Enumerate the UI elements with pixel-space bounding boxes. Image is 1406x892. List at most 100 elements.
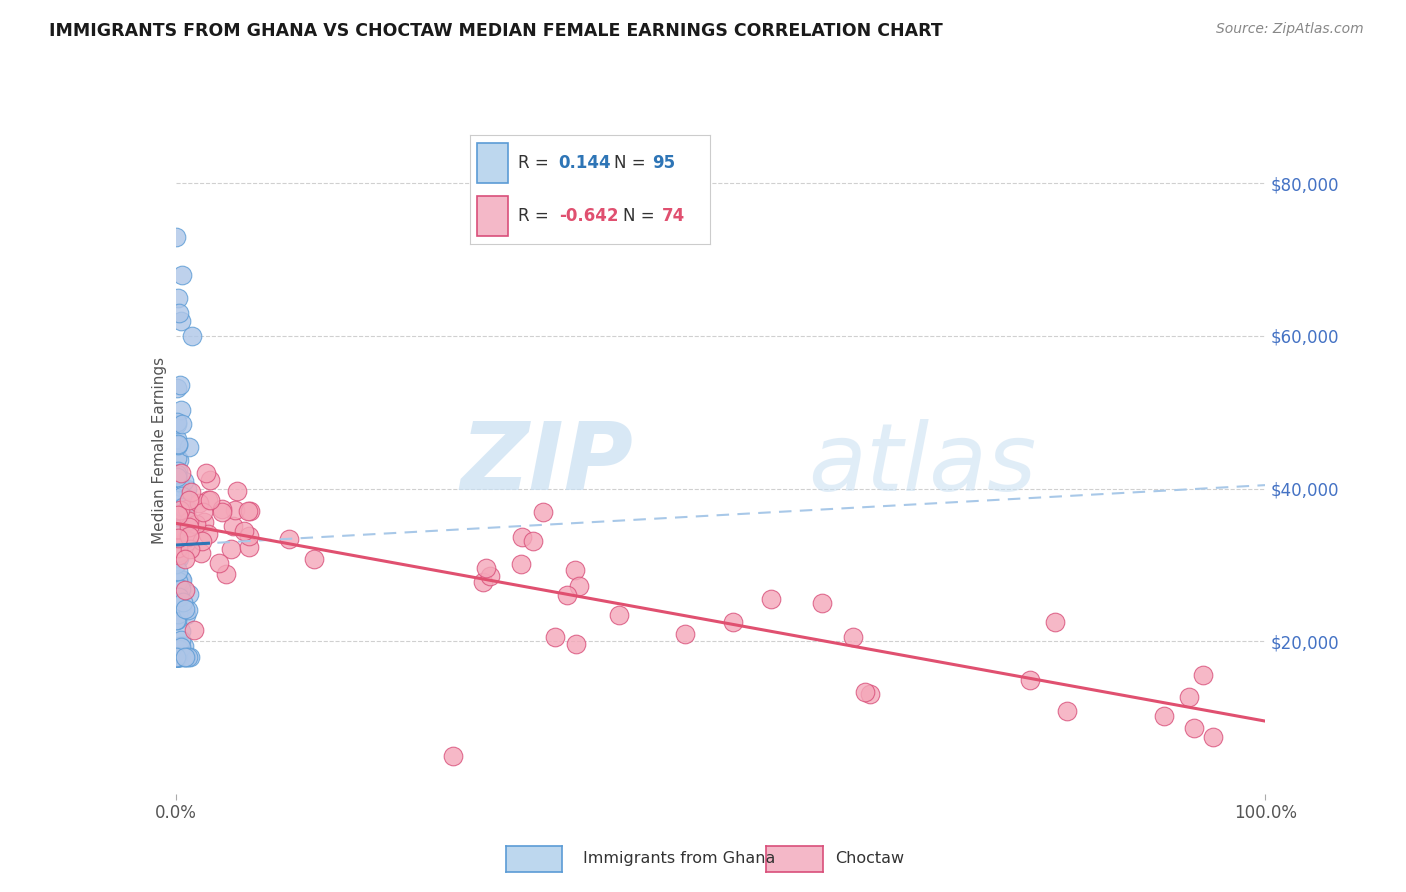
Point — [238, 504, 260, 518]
Point — [173, 649, 195, 664]
Point — [167, 465, 190, 479]
Point — [174, 601, 197, 615]
Point — [219, 542, 242, 557]
Point — [555, 588, 578, 602]
Point — [544, 630, 567, 644]
Point — [167, 306, 190, 320]
Point — [166, 596, 188, 610]
Point — [165, 557, 187, 571]
Point — [224, 503, 246, 517]
Point — [177, 649, 200, 664]
Point — [167, 437, 190, 451]
Point — [166, 649, 188, 664]
Point — [441, 748, 464, 763]
Point — [166, 417, 188, 431]
Point — [474, 561, 496, 575]
Point — [190, 546, 212, 560]
Point — [177, 514, 200, 528]
Point — [172, 268, 194, 282]
Point — [167, 471, 190, 485]
Point — [166, 432, 188, 446]
Point — [810, 596, 832, 610]
Point — [173, 582, 195, 597]
Point — [1019, 673, 1042, 688]
Point — [1202, 730, 1225, 744]
Point — [174, 649, 197, 664]
Point — [170, 467, 193, 481]
Point — [179, 440, 201, 454]
Point — [167, 604, 190, 618]
Point — [166, 550, 188, 565]
Point — [165, 604, 187, 618]
Point — [172, 500, 194, 514]
Point — [169, 639, 191, 653]
Point — [170, 403, 193, 417]
Text: atlas: atlas — [807, 418, 1036, 509]
Text: Immigrants from Ghana: Immigrants from Ghana — [583, 852, 776, 866]
Point — [166, 415, 188, 429]
Point — [170, 632, 193, 647]
Point — [167, 642, 190, 657]
Point — [167, 545, 190, 559]
Point — [673, 627, 696, 641]
Point — [170, 572, 193, 586]
Point — [208, 556, 231, 570]
Point — [172, 489, 194, 503]
Point — [167, 437, 190, 451]
Point — [197, 526, 219, 541]
Point — [179, 649, 201, 664]
Point — [167, 551, 190, 566]
Point — [167, 291, 190, 305]
Point — [172, 595, 194, 609]
Point — [170, 417, 193, 431]
Point — [277, 533, 299, 547]
Point — [170, 582, 193, 596]
Text: ZIP: ZIP — [461, 418, 633, 510]
Point — [165, 649, 187, 664]
Point — [568, 579, 591, 593]
Point — [166, 649, 188, 664]
Point — [177, 534, 200, 549]
Point — [181, 329, 204, 343]
Point — [176, 482, 198, 496]
Point — [1056, 704, 1078, 718]
Point — [165, 614, 187, 628]
Point — [193, 515, 215, 529]
Y-axis label: Median Female Earnings: Median Female Earnings — [152, 357, 167, 544]
Point — [167, 508, 190, 522]
Point — [170, 573, 193, 587]
Point — [565, 637, 588, 651]
Point — [170, 480, 193, 494]
Point — [184, 517, 207, 532]
Point — [166, 381, 188, 395]
Point — [166, 451, 188, 466]
Point — [174, 551, 197, 566]
Point — [166, 581, 188, 595]
Point — [177, 493, 200, 508]
Point — [169, 378, 191, 392]
Point — [859, 687, 882, 701]
Point — [197, 493, 219, 508]
Point — [211, 502, 233, 516]
Point — [564, 563, 586, 577]
Point — [166, 486, 188, 500]
Point — [167, 528, 190, 542]
Point — [167, 522, 190, 536]
Point — [169, 624, 191, 639]
Text: Source: ZipAtlas.com: Source: ZipAtlas.com — [1216, 22, 1364, 37]
Point — [191, 534, 214, 549]
Point — [222, 519, 245, 533]
Point — [194, 467, 217, 481]
Point — [167, 504, 190, 518]
Point — [167, 531, 190, 545]
Point — [165, 229, 187, 244]
Point — [167, 520, 190, 534]
Point — [166, 470, 188, 484]
Point — [176, 502, 198, 516]
Point — [165, 593, 187, 607]
Point — [167, 590, 190, 604]
Point — [167, 536, 190, 550]
Point — [174, 608, 197, 623]
Point — [167, 529, 190, 543]
Point — [174, 503, 197, 517]
